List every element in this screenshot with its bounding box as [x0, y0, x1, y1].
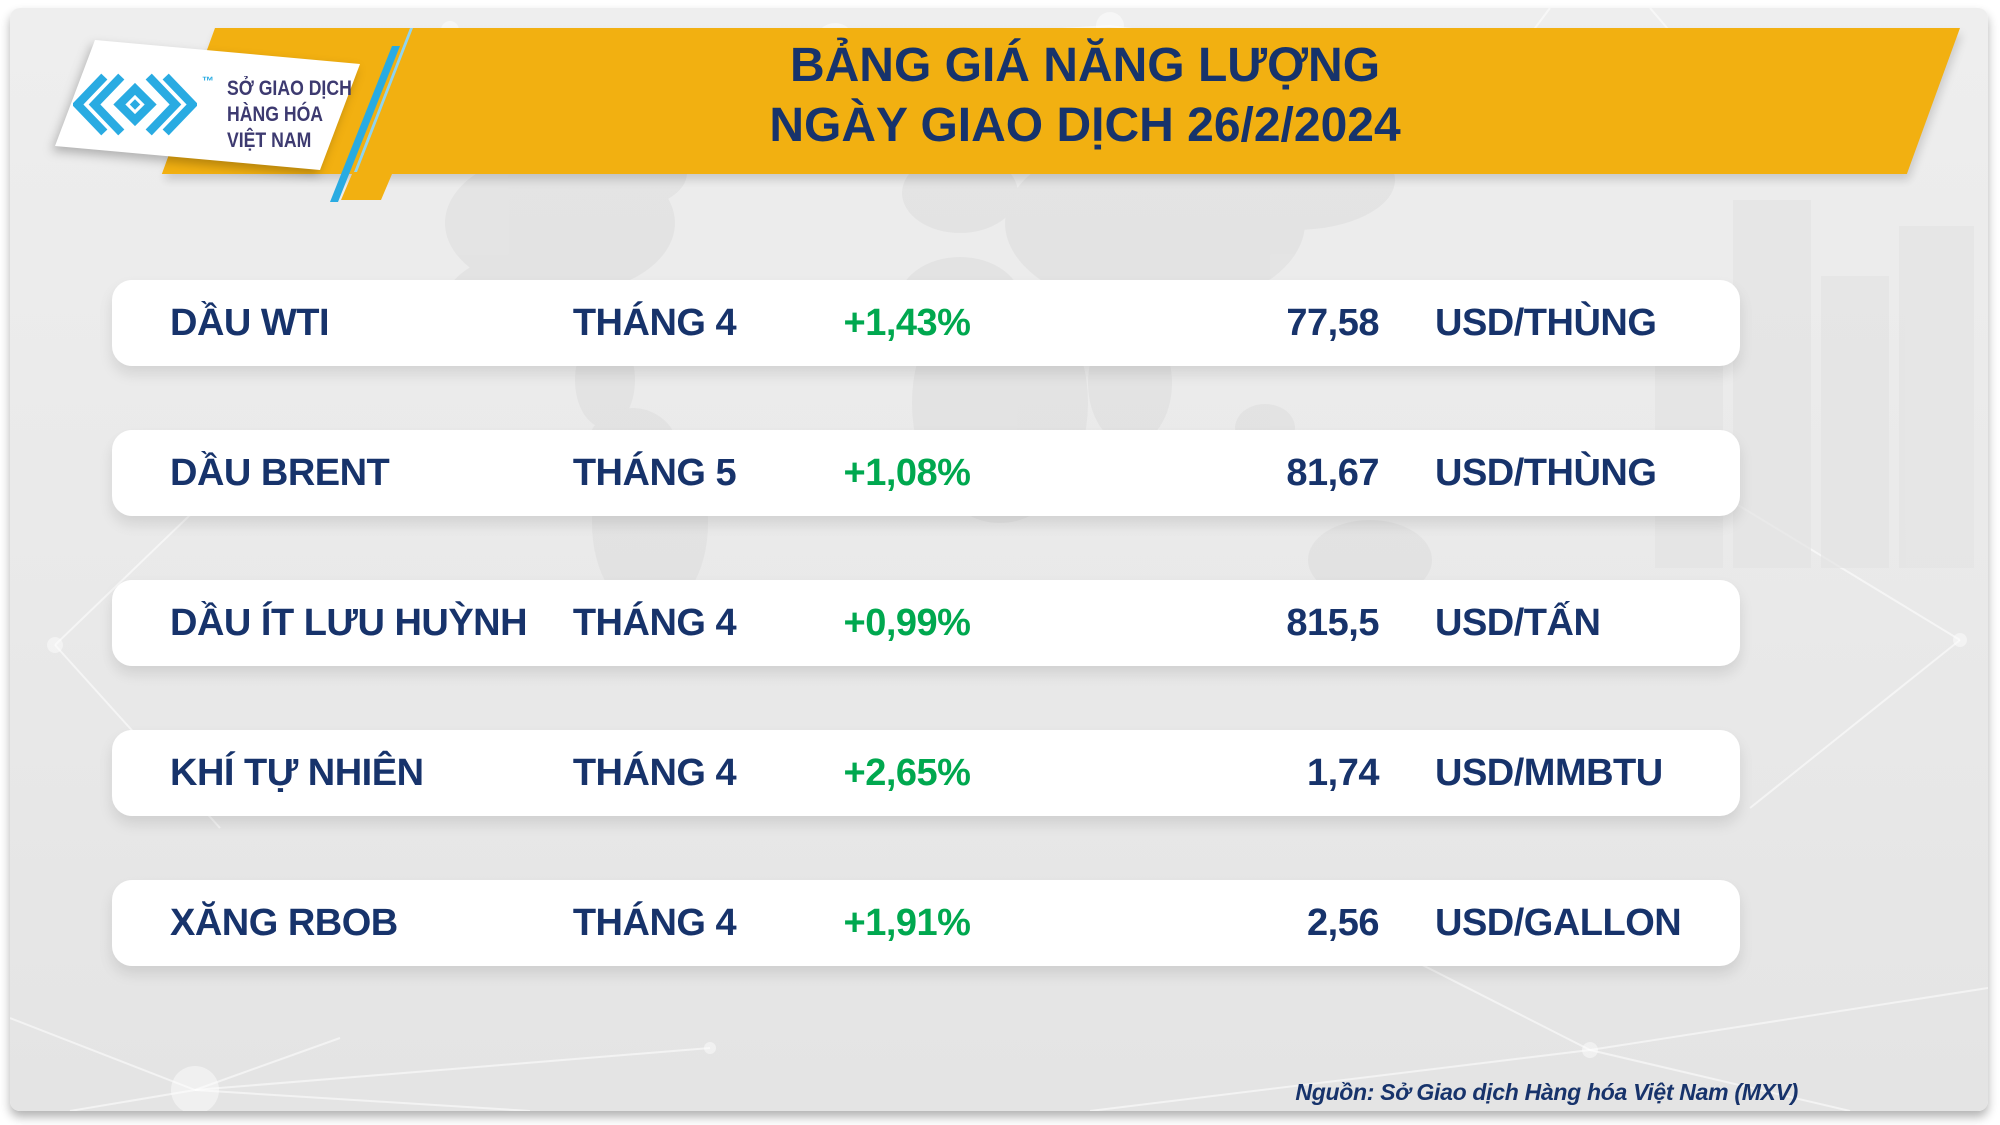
trademark-symbol: ™ — [202, 74, 214, 88]
price-row: DẦU WTI THÁNG 4 +1,43% 77,58 USD/THÙNG — [112, 280, 1740, 366]
price-row: DẦU BRENT THÁNG 5 +1,08% 81,67 USD/THÙNG — [112, 430, 1740, 516]
contract-month: THÁNG 4 — [572, 901, 737, 944]
price-value: 2,56 — [1307, 901, 1379, 944]
page-title-line2: NGÀY GIAO DỊCH 26/2/2024 — [769, 99, 1401, 152]
change-percent: +0,99% — [843, 601, 971, 644]
price-rows: DẦU WTI THÁNG 4 +1,43% 77,58 USD/THÙNG D… — [112, 280, 1740, 1030]
price-unit: USD/THÙNG — [1435, 451, 1657, 494]
contract-month: THÁNG 4 — [572, 601, 737, 644]
commodity-name: KHÍ TỰ NHIÊN — [170, 751, 424, 794]
logo-org-name: SỞ GIAO DỊCH HÀNG HÓA VIỆT NAM — [227, 76, 352, 154]
logo-org-line3: VIỆT NAM — [227, 129, 312, 152]
mxv-logo-icon — [73, 73, 197, 136]
logo-org-line2: HÀNG HÓA — [227, 103, 324, 126]
price-row: XĂNG RBOB THÁNG 4 +1,91% 2,56 USD/GALLON — [112, 880, 1740, 966]
page-title-line1: BẢNG GIÁ NĂNG LƯỢNG — [789, 39, 1381, 92]
board-panel: BẢNG GIÁ NĂNG LƯỢNG NGÀY GIAO DỊCH 26/2/… — [10, 8, 1988, 1111]
price-value: 81,67 — [1286, 451, 1379, 494]
price-unit: USD/THÙNG — [1435, 301, 1657, 344]
change-percent: +2,65% — [843, 751, 971, 794]
logo-org-line1: SỞ GIAO DỊCH — [227, 77, 352, 100]
mxv-logo: ™ SỞ GIAO DỊCH HÀNG HÓA VIỆT NAM — [10, 8, 480, 258]
logo-plaque-shapes — [55, 28, 413, 202]
price-row: KHÍ TỰ NHIÊN THÁNG 4 +2,65% 1,74 USD/MMB… — [112, 730, 1740, 816]
price-unit: USD/MMBTU — [1435, 751, 1663, 794]
price-unit: USD/GALLON — [1435, 901, 1682, 944]
commodity-name: DẦU ÍT LƯU HUỲNH — [170, 601, 528, 644]
change-percent: +1,91% — [843, 901, 971, 944]
page-title: BẢNG GIÁ NĂNG LƯỢNG NGÀY GIAO DỊCH 26/2/… — [260, 36, 1910, 156]
change-percent: +1,43% — [843, 301, 971, 344]
contract-month: THÁNG 4 — [572, 751, 737, 794]
commodity-name: XĂNG RBOB — [170, 901, 398, 944]
price-value: 815,5 — [1286, 601, 1379, 644]
change-percent: +1,08% — [843, 451, 971, 494]
source-note: Nguồn: Sở Giao dịch Hàng hóa Việt Nam (M… — [1295, 1079, 1798, 1105]
price-row: DẦU ÍT LƯU HUỲNH THÁNG 4 +0,99% 815,5 US… — [112, 580, 1740, 666]
commodity-name: DẦU WTI — [170, 301, 330, 344]
price-value: 77,58 — [1286, 301, 1379, 344]
contract-month: THÁNG 5 — [572, 451, 737, 494]
price-value: 1,74 — [1307, 751, 1379, 794]
price-unit: USD/TẤN — [1435, 601, 1601, 644]
contract-month: THÁNG 4 — [572, 301, 737, 344]
commodity-name: DẦU BRENT — [170, 451, 390, 494]
